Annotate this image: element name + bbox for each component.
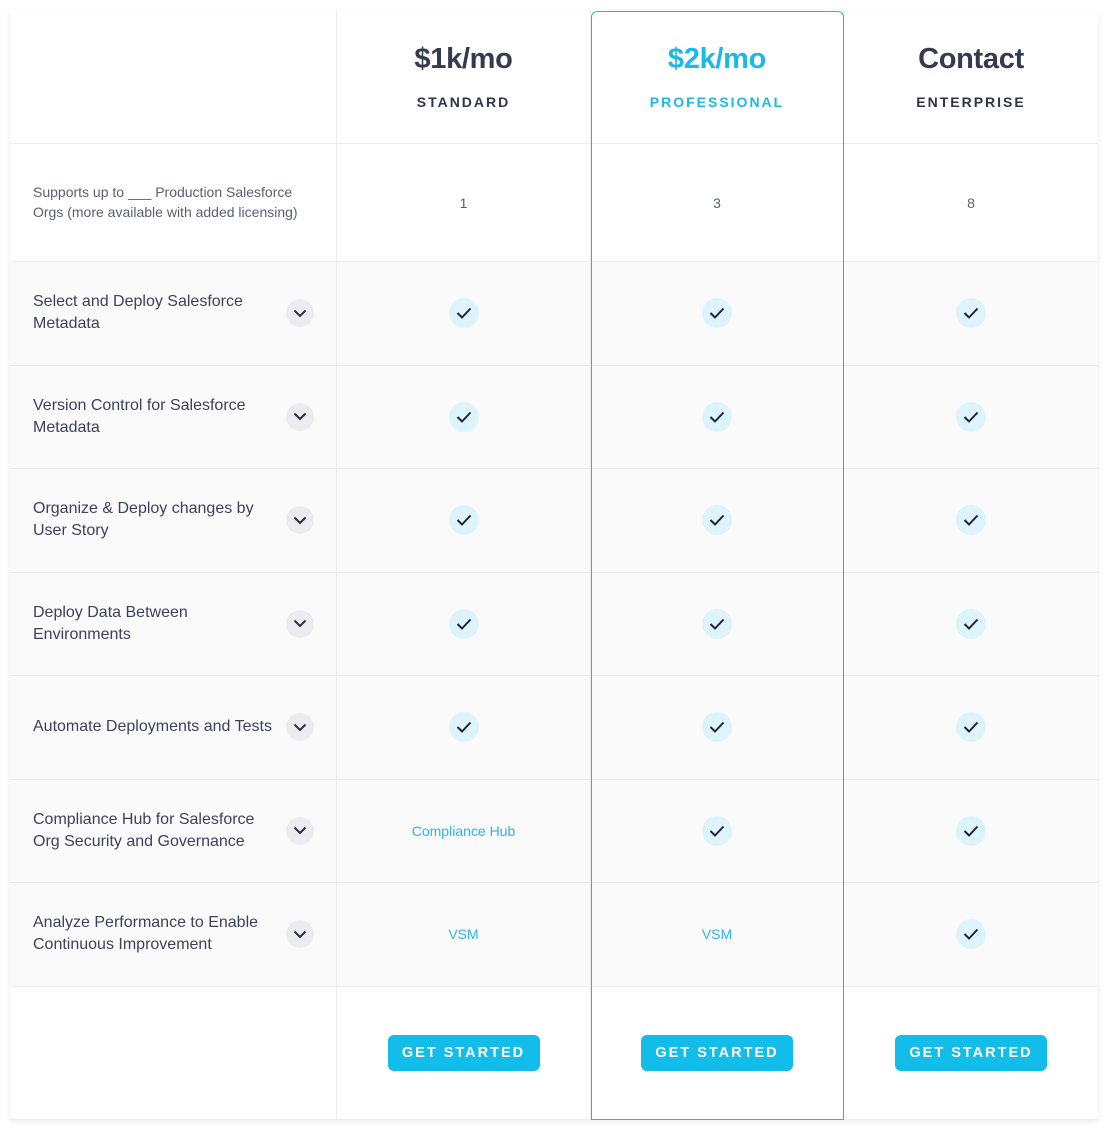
feature-value xyxy=(591,676,844,780)
header-empty xyxy=(10,10,337,144)
feature-value xyxy=(591,572,844,676)
plan-price: Contact xyxy=(918,43,1024,75)
feature-value xyxy=(591,469,844,573)
plan-header-professional: $2k/mo PROFESSIONAL xyxy=(591,10,844,144)
feature-addon-link[interactable]: VSM xyxy=(701,926,733,943)
orgs-count: 1 xyxy=(459,194,468,211)
orgs-count: 3 xyxy=(713,194,721,211)
orgs-value: 3 xyxy=(591,144,844,262)
check-icon xyxy=(956,815,986,846)
chevron-down-icon[interactable] xyxy=(286,402,314,431)
check-icon xyxy=(956,712,986,743)
orgs-value: 1 xyxy=(337,144,591,262)
get-started-button[interactable]: GET STARTED xyxy=(387,1034,540,1071)
feature-value xyxy=(844,469,1098,573)
feature-row-label[interactable]: Select and Deploy Salesforce Metadata xyxy=(10,262,337,366)
feature-value xyxy=(591,365,844,469)
plan-tier: ENTERPRISE xyxy=(916,94,1026,110)
feature-value xyxy=(591,262,844,366)
feature-value xyxy=(844,262,1098,366)
feature-value: Compliance Hub xyxy=(337,779,591,883)
feature-label: Organize & Deploy changes by User Story xyxy=(33,500,254,540)
feature-row-label[interactable]: Version Control for Salesforce Metadata xyxy=(10,365,337,469)
check-icon xyxy=(956,401,986,432)
feature-label: Deploy Data Between Environments xyxy=(33,603,188,643)
chevron-down-icon[interactable] xyxy=(286,816,314,845)
footer-cta-cell: GET STARTED xyxy=(844,987,1098,1120)
feature-row-label[interactable]: Deploy Data Between Environments xyxy=(10,572,337,676)
feature-value xyxy=(844,572,1098,676)
feature-addon-link[interactable]: VSM xyxy=(448,926,479,943)
plan-tier: STANDARD xyxy=(416,94,511,110)
feature-value: VSM xyxy=(591,883,844,987)
feature-addon-link[interactable]: Compliance Hub xyxy=(411,822,516,839)
chevron-down-icon[interactable] xyxy=(286,506,314,535)
plan-price: $1k/mo xyxy=(414,43,513,75)
chevron-down-icon[interactable] xyxy=(286,713,314,742)
feature-value xyxy=(844,676,1098,780)
feature-value xyxy=(337,469,591,573)
footer-cta-cell: GET STARTED xyxy=(591,986,844,1120)
footer-cta-cell: GET STARTED xyxy=(337,986,591,1120)
feature-row-label[interactable]: Analyze Performance to Enable Continuous… xyxy=(10,883,337,987)
feature-label: Select and Deploy Salesforce Metadata xyxy=(33,293,243,333)
plan-price: $2k/mo xyxy=(667,43,767,75)
feature-value xyxy=(337,262,591,366)
check-icon xyxy=(956,298,986,329)
plan-header-enterprise: Contact ENTERPRISE xyxy=(844,10,1098,144)
chevron-down-icon[interactable] xyxy=(286,609,314,638)
get-started-button[interactable]: GET STARTED xyxy=(895,1034,1047,1071)
orgs-row-label: Supports up to ___ Production Salesforce… xyxy=(10,144,337,262)
chevron-down-icon[interactable] xyxy=(286,299,314,328)
feature-value xyxy=(844,365,1098,469)
check-icon xyxy=(448,298,479,329)
orgs-label: Supports up to ___ Production Salesforce… xyxy=(33,184,298,220)
feature-value xyxy=(844,779,1098,883)
plan-header-standard: $1k/mo STANDARD xyxy=(337,10,591,144)
check-icon xyxy=(448,712,479,743)
get-started-button[interactable]: GET STARTED xyxy=(641,1034,793,1071)
check-icon xyxy=(702,505,732,536)
feature-row-label[interactable]: Organize & Deploy changes by User Story xyxy=(10,469,337,573)
orgs-value: 8 xyxy=(844,144,1098,262)
footer-empty xyxy=(10,986,337,1120)
feature-value xyxy=(844,883,1098,987)
check-icon xyxy=(702,401,732,432)
feature-label: Analyze Performance to Enable Continuous… xyxy=(33,914,259,954)
plan-tier: PROFESSIONAL xyxy=(649,94,785,110)
orgs-count: 8 xyxy=(967,194,975,211)
feature-label: Version Control for Salesforce Metadata xyxy=(33,396,246,436)
check-icon xyxy=(702,712,732,743)
feature-value xyxy=(591,779,844,883)
chevron-down-icon[interactable] xyxy=(286,920,314,949)
check-icon xyxy=(956,608,986,639)
feature-row-label[interactable]: Compliance Hub for Salesforce Org Securi… xyxy=(10,779,337,883)
feature-row-label[interactable]: Automate Deployments and Tests xyxy=(10,676,337,780)
feature-value xyxy=(337,365,591,469)
check-icon xyxy=(956,505,986,536)
feature-value: VSM xyxy=(337,883,591,987)
feature-value xyxy=(337,676,591,780)
check-icon xyxy=(702,815,732,846)
feature-label: Compliance Hub for Salesforce Org Securi… xyxy=(33,810,255,850)
check-icon xyxy=(448,401,479,432)
check-icon xyxy=(448,608,479,639)
pricing-table: $1k/mo STANDARD $2k/mo PROFESSIONAL Contact E… xyxy=(10,10,1098,1120)
feature-value xyxy=(337,572,591,676)
check-icon xyxy=(956,919,986,950)
check-icon xyxy=(448,505,479,536)
check-icon xyxy=(702,298,732,329)
feature-label: Automate Deployments and Tests xyxy=(33,718,272,736)
check-icon xyxy=(702,608,732,639)
